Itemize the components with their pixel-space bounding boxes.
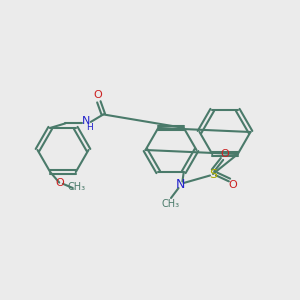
Text: O: O: [56, 178, 64, 188]
Text: CH₃: CH₃: [67, 182, 86, 192]
Text: H: H: [86, 122, 93, 131]
Text: S: S: [209, 167, 217, 181]
Text: O: O: [220, 149, 229, 160]
Text: N: N: [82, 116, 90, 126]
Text: O: O: [228, 179, 237, 190]
Text: O: O: [93, 90, 102, 100]
Text: N: N: [175, 178, 185, 191]
Text: CH₃: CH₃: [162, 199, 180, 209]
